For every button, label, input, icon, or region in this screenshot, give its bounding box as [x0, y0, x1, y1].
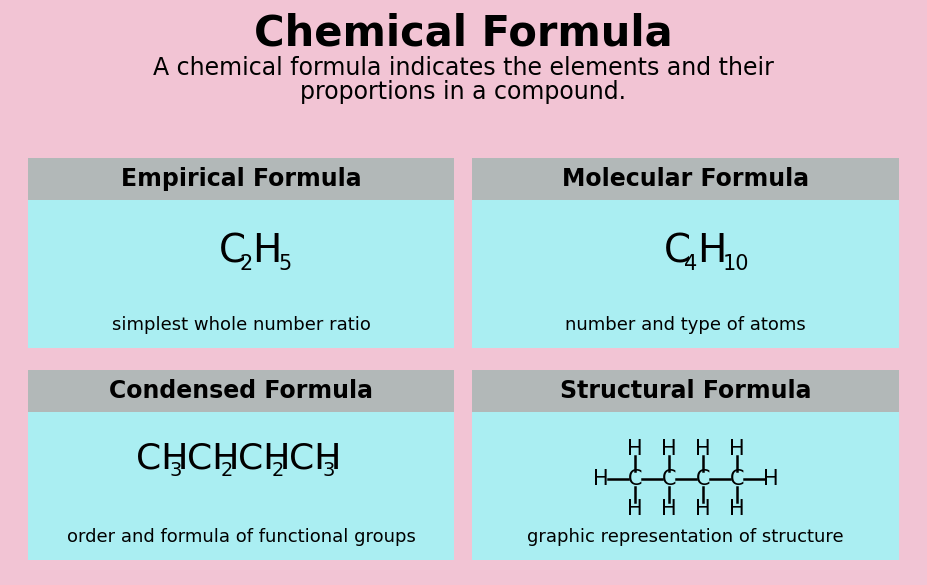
Text: C: C [730, 469, 744, 488]
Text: C: C [662, 469, 676, 488]
FancyBboxPatch shape [28, 370, 454, 412]
Text: Chemical Formula: Chemical Formula [254, 12, 673, 54]
FancyBboxPatch shape [28, 412, 454, 560]
FancyBboxPatch shape [473, 200, 899, 348]
Text: 2: 2 [221, 461, 233, 480]
Text: A chemical formula indicates the elements and their: A chemical formula indicates the element… [153, 56, 774, 80]
Text: simplest whole number ratio: simplest whole number ratio [112, 316, 371, 334]
Text: H: H [627, 439, 642, 459]
Text: H: H [697, 232, 726, 270]
Text: graphic representation of structure: graphic representation of structure [527, 528, 844, 546]
Text: Condensed Formula: Condensed Formula [109, 379, 374, 403]
Text: C: C [664, 232, 691, 270]
Text: H: H [729, 439, 744, 459]
Text: C: C [628, 469, 642, 488]
Text: H: H [252, 232, 282, 270]
Text: H: H [661, 439, 677, 459]
Text: Molecular Formula: Molecular Formula [562, 167, 809, 191]
Text: 3: 3 [323, 461, 335, 480]
FancyBboxPatch shape [28, 200, 454, 348]
FancyBboxPatch shape [473, 370, 899, 412]
FancyBboxPatch shape [473, 412, 899, 560]
Text: Empirical Formula: Empirical Formula [121, 167, 362, 191]
Text: C: C [695, 469, 710, 488]
Text: H: H [695, 498, 711, 518]
Text: 5: 5 [278, 254, 291, 274]
Text: CH: CH [187, 441, 239, 475]
FancyBboxPatch shape [28, 158, 454, 200]
Text: 2: 2 [239, 254, 252, 274]
Text: H: H [763, 469, 779, 488]
Text: number and type of atoms: number and type of atoms [565, 316, 806, 334]
Text: 2: 2 [272, 461, 284, 480]
Text: 10: 10 [723, 254, 749, 274]
Text: 3: 3 [170, 461, 182, 480]
Text: Structural Formula: Structural Formula [560, 379, 811, 403]
FancyBboxPatch shape [473, 158, 899, 200]
Text: proportions in a compound.: proportions in a compound. [300, 80, 627, 104]
Text: H: H [627, 498, 642, 518]
Text: CH: CH [238, 441, 291, 475]
Text: 4: 4 [684, 254, 697, 274]
Text: H: H [729, 498, 744, 518]
Text: H: H [661, 498, 677, 518]
Text: H: H [593, 469, 608, 488]
Text: order and formula of functional groups: order and formula of functional groups [67, 528, 415, 546]
Text: CH: CH [136, 441, 188, 475]
Text: H: H [695, 439, 711, 459]
Text: CH: CH [289, 441, 342, 475]
Text: C: C [220, 232, 247, 270]
